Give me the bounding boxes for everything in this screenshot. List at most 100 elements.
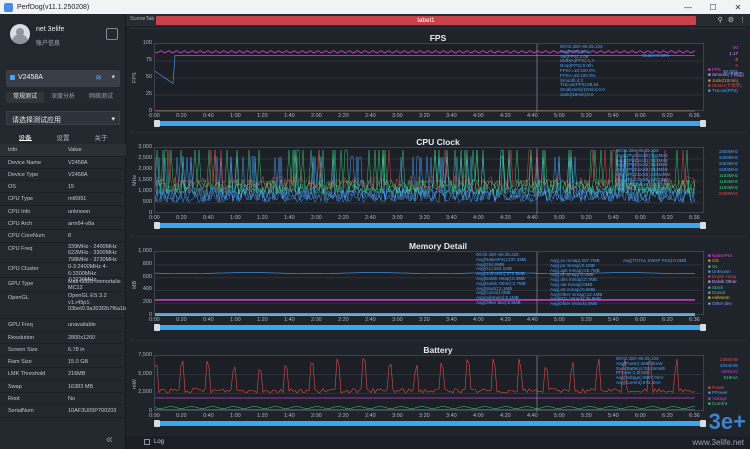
legend-item[interactable]: ■ NativePss xyxy=(708,253,737,258)
app-select-placeholder: 请选择测试应用 xyxy=(12,117,61,124)
row-key: Screen Size xyxy=(8,346,38,353)
close-button[interactable]: ✕ xyxy=(734,2,742,12)
device-selector[interactable]: V2458A ≋ ▾ xyxy=(6,70,120,87)
legend-item[interactable]: ■ Smooth(卡顿度) xyxy=(708,72,744,77)
x-tick-label: 3:20 xyxy=(419,317,430,323)
more-icon[interactable]: ⋮ xyxy=(739,17,746,24)
plot-area[interactable] xyxy=(154,43,705,112)
tab-device[interactable]: 设备 xyxy=(18,132,32,142)
scene-tab[interactable]: SceneTab xyxy=(130,16,155,22)
x-tick-label: 3:40 xyxy=(446,413,457,419)
x-tick-label: 0:20 xyxy=(176,317,187,323)
avatar[interactable] xyxy=(10,24,30,44)
slider-end-handle[interactable] xyxy=(700,324,706,331)
row-value: mt6991 xyxy=(68,196,87,203)
row-value: 0-3:2400MHz 4-6:3300MHz 7:3730MHz xyxy=(68,264,108,284)
settings-icon[interactable]: ⚙ xyxy=(727,17,734,24)
current-value: 1583MHz xyxy=(718,161,738,166)
header-info: Info xyxy=(8,147,18,153)
menu-icon[interactable] xyxy=(106,28,118,40)
legend-item[interactable]: ■ Cursor xyxy=(708,290,737,295)
legend-item[interactable]: ■ FPS xyxy=(708,67,744,72)
x-tick-label: 4:40 xyxy=(527,413,538,419)
y-tick-label: 800 xyxy=(142,260,152,267)
current-value: 2400MHz xyxy=(718,191,738,196)
current-value: 1183MHz xyxy=(719,185,738,190)
location-icon[interactable]: ⚲ xyxy=(717,17,723,24)
app-select[interactable]: 请选择测试应用 ▾ xyxy=(6,111,120,125)
legend-item[interactable]: ■ Other dev xyxy=(708,301,737,306)
legend-label: Ashmem xyxy=(711,295,730,301)
chart-svg xyxy=(155,252,705,316)
legend-item[interactable]: ■ GL xyxy=(708,264,737,269)
main-area: SceneTab label1 ⚲ ⚙ ⋮ FPS FPS 100 75 50 25 0 0:… xyxy=(126,14,750,449)
wifi-icon: ≋ xyxy=(95,73,102,82)
current-value: 1583MHz xyxy=(718,167,738,172)
tab-deep-analysis[interactable]: 深度分析 xyxy=(50,94,75,100)
legend-item[interactable]: ■ Unknown xyxy=(708,269,737,274)
row-key: LMK Threshold xyxy=(8,371,46,378)
current-values: 2394mW 2024mW 4002mV 519mA xyxy=(708,357,738,381)
time-range-slider[interactable] xyxy=(156,223,704,228)
x-tick-label: 1:40 xyxy=(284,113,295,119)
row-value: 10AF3U05P700203 xyxy=(68,408,117,415)
series-thlow xyxy=(155,55,695,84)
tab-normal-test[interactable]: 常规测试 xyxy=(6,92,44,103)
legend-item[interactable]: ■ Stack xyxy=(708,285,737,290)
legend-label: GL xyxy=(711,263,718,269)
legend-item[interactable]: ■ Ashmem xyxy=(708,295,737,300)
maximize-button[interactable]: ☐ xyxy=(709,2,717,12)
current-value: 1583MHz xyxy=(718,155,738,160)
slider-end-handle[interactable] xyxy=(700,120,706,127)
slider-start-handle[interactable] xyxy=(154,120,160,127)
stats-overlay: 00:02.280~06:35.225 Avg(NativePss):237.3… xyxy=(476,252,527,305)
row-key: GPU Freq xyxy=(8,322,33,329)
legend-item[interactable]: ■ THLow(FPS) xyxy=(708,88,744,93)
legend-item[interactable]: ■ Voltage xyxy=(708,396,728,401)
row-value: unavailable xyxy=(68,322,96,329)
tab-about[interactable]: 关于 xyxy=(94,135,108,142)
x-tick-label: 0:40 xyxy=(203,215,214,221)
slider-end-handle[interactable] xyxy=(700,222,706,229)
tab-network-test[interactable]: 网络测试 xyxy=(88,94,113,100)
slider-start-handle[interactable] xyxy=(154,222,160,229)
slider-end-handle[interactable] xyxy=(700,420,706,427)
plot-area[interactable] xyxy=(154,147,705,214)
x-tick-label: 0:20 xyxy=(176,113,187,119)
plot-area[interactable] xyxy=(154,251,705,316)
x-tick-label: 5:00 xyxy=(554,413,565,419)
legend-item[interactable]: ■ Current xyxy=(708,401,728,406)
legend-item[interactable]: ■ PPower xyxy=(708,390,728,395)
slider-start-handle[interactable] xyxy=(154,324,160,331)
legend-swatch: ■ xyxy=(708,67,712,72)
time-range-slider[interactable] xyxy=(156,325,704,330)
x-tick-label: 3:40 xyxy=(446,215,457,221)
stats-overlay: 00:02.280~06:35.225 Avg(CPUClock0):912MH… xyxy=(616,148,671,192)
y-tick-label: 500 xyxy=(142,199,152,205)
time-range-slider[interactable] xyxy=(156,421,704,426)
y-tick-label: 1,000 xyxy=(138,188,152,194)
user-card[interactable]: net 3elife 账户信息 xyxy=(8,22,120,52)
slider-start-handle[interactable] xyxy=(154,420,160,427)
x-tick-label: 6:36 xyxy=(689,215,700,221)
legend-item[interactable]: ■ Power xyxy=(708,385,728,390)
legend-item[interactable]: ■ Jank(/10min) xyxy=(708,78,744,83)
x-tick-label: 2:00 xyxy=(311,317,322,323)
plot-area[interactable] xyxy=(154,355,705,412)
x-tick-label: 4:00 xyxy=(473,413,484,419)
label-tab[interactable]: label1 xyxy=(156,16,696,25)
legend-item[interactable]: ■ Stutter(卡顿率) xyxy=(708,83,744,88)
x-tick-label: 2:40 xyxy=(365,413,376,419)
minimize-button[interactable]: — xyxy=(684,2,692,12)
legend-swatch: ■ xyxy=(708,400,712,406)
legend-item[interactable]: ■ Gfx xyxy=(708,258,737,263)
legend-item[interactable]: ■ Dalvik Other xyxy=(708,279,737,284)
log-checkbox[interactable] xyxy=(144,439,150,445)
x-tick-label: 5:20 xyxy=(581,215,592,221)
collapse-sidebar-icon[interactable]: « xyxy=(106,432,113,446)
legend-item[interactable]: ■ Dalvik Heap xyxy=(708,274,737,279)
y-tick-label: 2,000 xyxy=(138,166,152,172)
tab-settings[interactable]: 设置 xyxy=(56,135,70,142)
time-range-slider[interactable] xyxy=(156,121,704,126)
account-info-link[interactable]: 账户信息 xyxy=(36,41,61,47)
